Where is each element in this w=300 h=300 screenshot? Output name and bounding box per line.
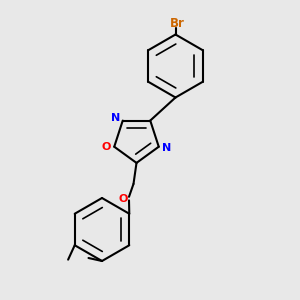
Text: N: N [162, 143, 171, 153]
Text: O: O [119, 194, 128, 204]
Text: Br: Br [169, 16, 184, 30]
Text: N: N [111, 112, 120, 123]
Text: O: O [101, 142, 111, 152]
